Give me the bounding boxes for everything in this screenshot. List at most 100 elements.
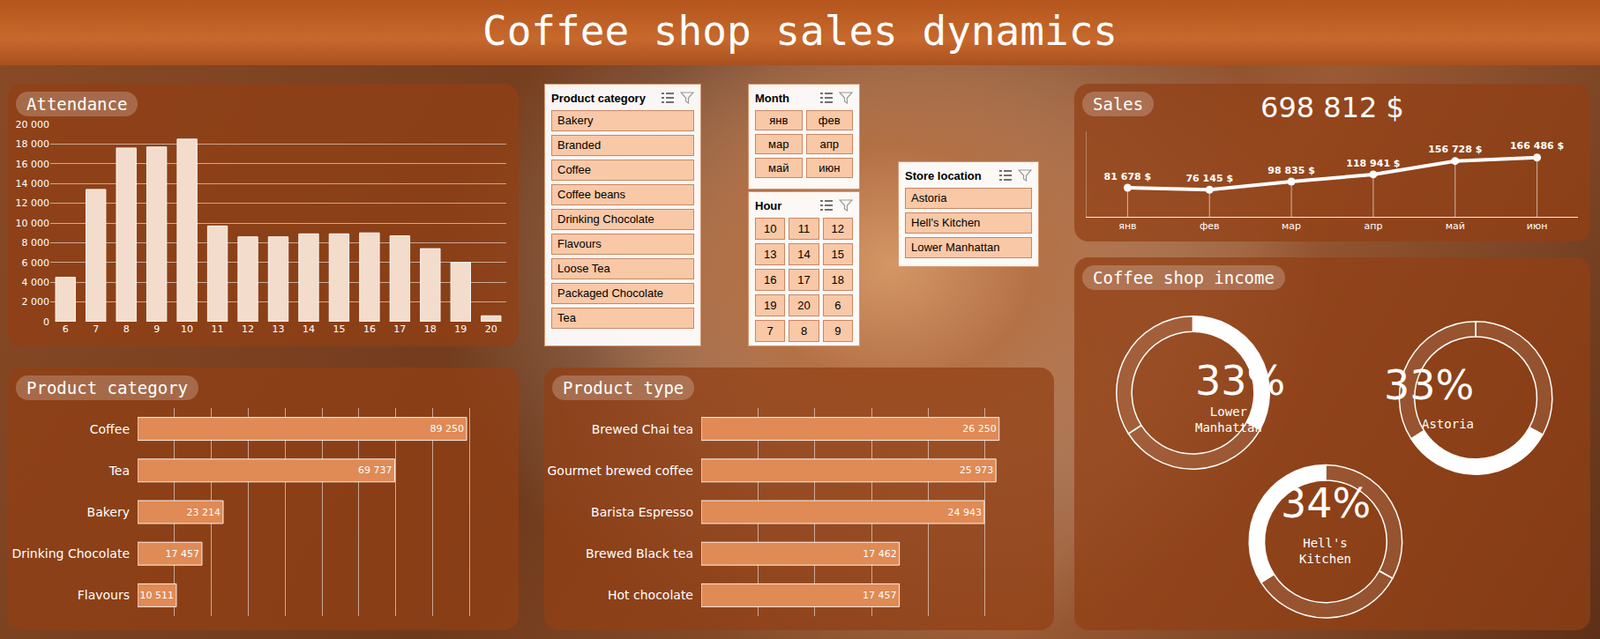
- svg-text:фев: фев: [1199, 220, 1220, 232]
- html-text:16: 16: [763, 273, 777, 287]
- html-text:Product type: Product type: [562, 378, 684, 398]
- html-text:Bakery: Bakery: [557, 113, 594, 128]
- svg-text:10 511: 10 511: [139, 590, 174, 602]
- html-text:мар: мар: [768, 137, 789, 151]
- html-text:май: май: [768, 161, 789, 175]
- svg-text:апр: апр: [1363, 220, 1383, 232]
- svg-text:98 835 $: 98 835 $: [1267, 164, 1316, 177]
- svg-text:81 678 $: 81 678 $: [1104, 171, 1152, 183]
- html-text:Store location: Store location: [904, 168, 982, 183]
- svg-text:20: 20: [485, 323, 498, 336]
- svg-text:4 000: 4 000: [22, 276, 51, 289]
- svg-text:23 214: 23 214: [186, 507, 222, 519]
- svg-text:25 973: 25 973: [959, 464, 995, 477]
- svg-text:118 941 $: 118 941 $: [1345, 157, 1400, 170]
- svg-text:май: май: [1445, 220, 1466, 232]
- html-text:18: 18: [831, 273, 845, 287]
- svg-text:14 000: 14 000: [15, 178, 51, 190]
- html-text:фев: фев: [818, 113, 841, 128]
- svg-text:15: 15: [332, 323, 345, 336]
- svg-text:июн: июн: [1526, 220, 1548, 232]
- svg-text:Drinking Chocolate: Drinking Chocolate: [11, 546, 130, 561]
- html-text:Drinking Chocolate: Drinking Chocolate: [557, 212, 655, 226]
- svg-text:20 000: 20 000: [15, 119, 51, 131]
- svg-text:Brewed Black tea: Brewed Black tea: [585, 546, 694, 561]
- html-text:Attendance: Attendance: [26, 94, 128, 114]
- svg-text:9: 9: [153, 323, 160, 336]
- svg-text:16: 16: [363, 323, 376, 336]
- svg-text:12 000: 12 000: [15, 197, 51, 210]
- svg-text:7: 7: [92, 323, 99, 336]
- svg-text:26 250: 26 250: [962, 423, 997, 435]
- svg-text:Gourmet brewed coffee: Gourmet brewed coffee: [547, 463, 694, 479]
- html-text:апр: апр: [819, 137, 839, 151]
- svg-text:10: 10: [180, 323, 194, 336]
- svg-text:18: 18: [424, 323, 437, 336]
- html-text:19: 19: [763, 299, 777, 313]
- html-text:янв: янв: [769, 113, 788, 128]
- svg-text:Coffee: Coffee: [89, 422, 130, 437]
- svg-text:33%: 33%: [1195, 357, 1286, 405]
- svg-text:11: 11: [211, 323, 225, 336]
- html-text:10: 10: [763, 222, 777, 236]
- svg-text:12: 12: [241, 323, 255, 336]
- svg-text:89 250: 89 250: [430, 423, 465, 435]
- svg-text:0: 0: [43, 316, 50, 329]
- svg-text:166 486 $: 166 486 $: [1510, 140, 1564, 152]
- html-text:Flavours: Flavours: [557, 237, 602, 251]
- html-text:Sales: Sales: [1092, 94, 1144, 114]
- html-text:14: 14: [797, 247, 811, 262]
- html-text:Product category: Product category: [551, 91, 646, 105]
- svg-text:2 000: 2 000: [22, 296, 51, 308]
- svg-text:19: 19: [454, 323, 467, 336]
- svg-text:76 145 $: 76 145 $: [1185, 172, 1234, 185]
- svg-text:17 457: 17 457: [164, 548, 200, 561]
- svg-text:Bakery: Bakery: [87, 505, 130, 520]
- svg-text:Hot chocolate: Hot chocolate: [607, 588, 694, 603]
- svg-text:Tea: Tea: [108, 463, 130, 479]
- svg-text:18 000: 18 000: [15, 138, 51, 150]
- svg-text:24 943: 24 943: [947, 507, 982, 519]
- svg-text:10 000: 10 000: [15, 217, 51, 230]
- html-text:Coffee shop sales dynamics: Coffee shop sales dynamics: [482, 7, 1118, 55]
- svg-text:Barista Espresso: Barista Espresso: [590, 505, 694, 520]
- html-text:15: 15: [831, 247, 845, 262]
- svg-text:мар: мар: [1281, 220, 1301, 232]
- html-text:Packaged Chocolate: Packaged Chocolate: [557, 286, 664, 300]
- html-text:Lower Manhattan: Lower Manhattan: [911, 240, 1000, 255]
- svg-text:17 462: 17 462: [862, 548, 898, 561]
- html-text:Branded: Branded: [557, 138, 601, 152]
- svg-text:17: 17: [393, 323, 406, 336]
- html-text:17: 17: [797, 273, 811, 287]
- svg-text:Hell'sKitchen: Hell'sKitchen: [1299, 536, 1352, 567]
- svg-text:33%: 33%: [1383, 361, 1474, 410]
- svg-text:6: 6: [62, 323, 69, 336]
- svg-text:156 728 $: 156 728 $: [1428, 143, 1482, 156]
- svg-text:13: 13: [272, 323, 285, 336]
- svg-text:LowerManhattan: LowerManhattan: [1195, 404, 1263, 435]
- html-text:Coffee beans: Coffee beans: [557, 187, 626, 202]
- svg-text:34%: 34%: [1280, 479, 1371, 528]
- svg-text:Astoria: Astoria: [1421, 417, 1474, 432]
- html-text:Tea: Tea: [557, 311, 576, 325]
- svg-text:14: 14: [302, 323, 315, 336]
- svg-text:69 737: 69 737: [358, 464, 393, 477]
- svg-text:8: 8: [123, 323, 130, 336]
- html-text:Product category: Product category: [26, 378, 188, 398]
- html-text:13: 13: [763, 247, 777, 262]
- html-text:698 812 $: 698 812 $: [1260, 90, 1405, 125]
- html-text:12: 12: [831, 222, 845, 236]
- svg-text:16 000: 16 000: [15, 158, 51, 171]
- svg-text:8 000: 8 000: [22, 237, 51, 249]
- html-text:Coffee: Coffee: [557, 163, 592, 177]
- html-text:Hour: Hour: [755, 198, 782, 213]
- svg-text:янв: янв: [1118, 220, 1137, 232]
- svg-text:17 457: 17 457: [862, 590, 898, 602]
- svg-text:Brewed Chai tea: Brewed Chai tea: [591, 422, 694, 437]
- svg-text:Flavours: Flavours: [77, 588, 130, 603]
- svg-text:6 000: 6 000: [22, 257, 51, 270]
- html-text:июн: июн: [818, 161, 840, 175]
- html-text:Loose Tea: Loose Tea: [557, 261, 611, 276]
- html-text:Coffee shop income: Coffee shop income: [1092, 268, 1275, 288]
- html-text:Month: Month: [755, 91, 790, 105]
